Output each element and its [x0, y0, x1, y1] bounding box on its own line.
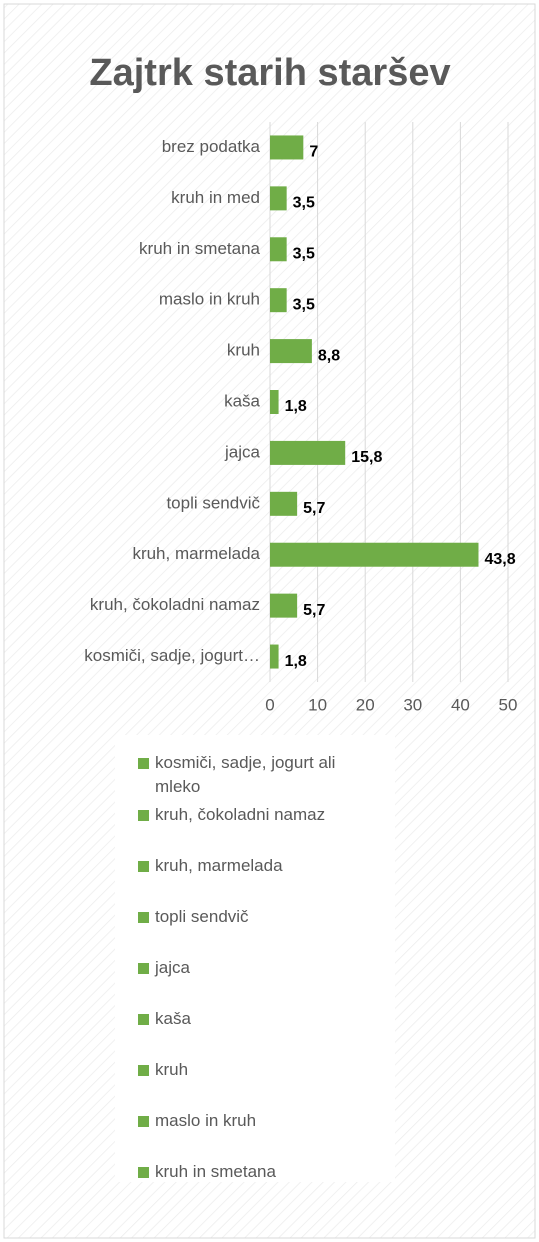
value-label: 3,5: [293, 195, 315, 212]
legend-label: topli sendvič: [155, 907, 249, 926]
legend-label: kruh, marmelada: [155, 856, 283, 875]
legend-label: kruh, čokoladni namaz: [155, 805, 326, 824]
y-tick-label: kruh in smetana: [139, 239, 260, 258]
y-tick-label: kruh: [227, 341, 260, 360]
value-label: 43,8: [484, 551, 515, 568]
legend-swatch: [138, 1014, 149, 1025]
y-tick-label: kruh in med: [171, 188, 260, 207]
y-tick-label: kruh, marmelada: [132, 544, 260, 563]
bar: [270, 593, 298, 618]
legend: kosmiči, sadje, jogurt ali mleko kruh, čo…: [115, 735, 395, 1182]
legend-entry: kruh, marmelada: [138, 854, 377, 878]
legend-entry: kruh in smetana: [138, 1160, 377, 1184]
chart-title: Zajtrk starih staršev: [89, 52, 450, 94]
legend-entry: kruh: [138, 1058, 377, 1082]
bar: [270, 644, 279, 669]
y-tick-label: topli sendvič: [166, 493, 260, 512]
bar: [270, 339, 312, 364]
x-tick-label: 50: [499, 695, 518, 714]
x-tick-label: 10: [308, 695, 327, 714]
legend-label: jajca: [155, 958, 190, 977]
value-label: 15,8: [351, 449, 382, 466]
y-tick-label: kaša: [224, 391, 260, 410]
legend-swatch: [138, 1116, 149, 1127]
legend-entry: kaša: [138, 1007, 377, 1031]
legend-entry: maslo in kruh: [138, 1109, 377, 1133]
legend-label: kruh in smetana: [155, 1162, 276, 1181]
value-label: 1,8: [285, 398, 307, 415]
bar: [270, 440, 346, 465]
legend-entry: topli sendvič: [138, 905, 377, 929]
value-label: 3,5: [293, 245, 315, 262]
bar: [270, 186, 287, 211]
legend-label: maslo in kruh: [155, 1111, 257, 1130]
x-tick-label: 0: [265, 695, 274, 714]
value-label: 8,8: [318, 347, 340, 364]
legend-label: kaša: [155, 1009, 191, 1028]
value-label: 7: [309, 144, 318, 161]
legend-swatch: [138, 758, 149, 769]
legend-entry: kruh, čokoladni namaz: [138, 803, 377, 827]
bar: [270, 288, 287, 313]
value-label: 3,5: [293, 296, 315, 313]
legend-label: kruh: [155, 1060, 189, 1079]
legend-swatch: [138, 1065, 149, 1076]
bar: [270, 135, 304, 160]
x-tick-label: 40: [451, 695, 470, 714]
legend-swatch: [138, 912, 149, 923]
y-tick-label: maslo in kruh: [159, 290, 260, 309]
bar: [270, 491, 298, 516]
legend-swatch: [138, 861, 149, 872]
x-tick-label: 20: [356, 695, 375, 714]
bar: [270, 542, 479, 567]
x-tick-label: 30: [403, 695, 422, 714]
legend-label: kosmiči, sadje, jogurt ali mleko: [155, 753, 336, 796]
legend-entry: jajca: [138, 956, 377, 980]
value-label: 1,8: [285, 653, 307, 670]
y-tick-label: kruh, čokoladni namaz: [90, 595, 260, 614]
y-tick-label: kosmiči, sadje, jogurt…: [84, 646, 260, 665]
legend-swatch: [138, 810, 149, 821]
legend-swatch: [138, 963, 149, 974]
y-tick-label: jajca: [224, 442, 261, 461]
bar: [270, 237, 287, 262]
value-label: 5,7: [303, 500, 325, 517]
legend-swatch: [138, 1167, 149, 1178]
y-tick-label: brez podatka: [162, 137, 261, 156]
bar: [270, 390, 279, 414]
legend-entry: kosmiči, sadje, jogurt ali mleko: [138, 751, 377, 799]
value-label: 5,7: [303, 602, 325, 619]
